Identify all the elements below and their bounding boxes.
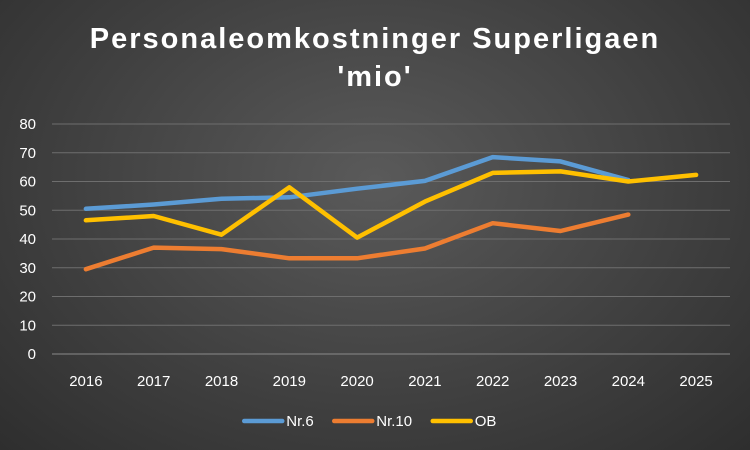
series-line-ob bbox=[83, 169, 699, 240]
y-tick-label: 70 bbox=[19, 145, 36, 162]
series-line-nr-6 bbox=[83, 154, 631, 212]
series-line-nr-10 bbox=[83, 212, 631, 272]
y-tick-label: 0 bbox=[28, 346, 36, 363]
legend-label-nr-6: Nr.6 bbox=[286, 413, 314, 430]
x-tick-label: 2020 bbox=[340, 373, 373, 390]
chart-title-line-2: 'mio' bbox=[337, 61, 413, 93]
chart-title: Personaleomkostninger Superligaen 'mio' bbox=[0, 20, 750, 96]
x-tick-label: 2024 bbox=[612, 373, 645, 390]
x-tick-label: 2025 bbox=[679, 373, 712, 390]
chart-title-line-1: Personaleomkostninger Superligaen bbox=[89, 23, 661, 55]
y-tick-label: 80 bbox=[19, 116, 36, 133]
x-tick-label: 2016 bbox=[69, 373, 102, 390]
y-tick-label: 50 bbox=[19, 202, 36, 219]
y-tick-label: 60 bbox=[19, 174, 36, 191]
x-tick-label: 2022 bbox=[476, 373, 509, 390]
y-tick-label: 30 bbox=[19, 260, 36, 277]
y-tick-label: 20 bbox=[19, 289, 36, 306]
y-tick-label: 10 bbox=[19, 317, 36, 334]
y-tick-label: 40 bbox=[19, 231, 36, 248]
legend-label-nr-10: Nr.10 bbox=[376, 413, 412, 430]
x-tick-label: 2023 bbox=[544, 373, 577, 390]
legend-label-ob: OB bbox=[475, 413, 497, 430]
x-tick-label: 2021 bbox=[408, 373, 441, 390]
x-tick-label: 2018 bbox=[205, 373, 238, 390]
x-tick-label: 2017 bbox=[137, 373, 170, 390]
x-tick-label: 2019 bbox=[273, 373, 306, 390]
